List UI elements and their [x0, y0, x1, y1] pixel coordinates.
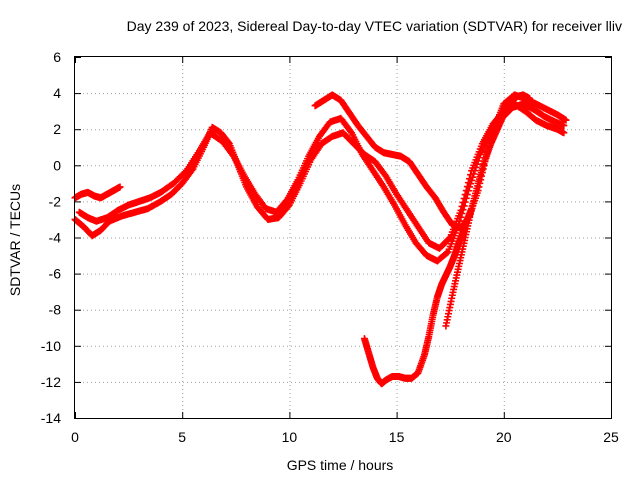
x-tick-label: 0 [71, 429, 79, 445]
data-point [456, 217, 464, 225]
ticks [75, 57, 612, 419]
data-point [116, 183, 124, 191]
y-tick-label: -4 [49, 230, 62, 246]
data-point [469, 173, 477, 181]
data-point [560, 122, 568, 130]
x-tick-label: 5 [178, 429, 186, 445]
data-point [475, 154, 483, 162]
y-tick-label: 6 [53, 49, 61, 65]
series-track-5 [442, 91, 534, 330]
series-track-2 [75, 100, 568, 265]
series-track-6 [71, 183, 124, 202]
data-series [71, 91, 570, 388]
data-point [562, 116, 570, 124]
y-tick-label: -12 [41, 374, 61, 390]
y-tick-label: -6 [49, 266, 62, 282]
y-tick-label: -10 [41, 338, 61, 354]
data-point [458, 209, 466, 217]
x-axis-label: GPS time / hours [287, 457, 394, 473]
data-point [463, 191, 471, 199]
data-point [464, 187, 472, 195]
x-tick-labels: 0 5 10 15 20 25 [71, 429, 619, 445]
data-point [347, 127, 355, 135]
data-point [473, 160, 481, 168]
y-tick-label: -2 [49, 193, 62, 209]
data-point [460, 202, 468, 210]
data-point [462, 194, 470, 202]
x-tick-label: 15 [389, 429, 405, 445]
series-track-4 [360, 205, 476, 388]
x-tick-label: 10 [282, 429, 298, 445]
y-axis-label: SDTVAR / TECUs [7, 184, 23, 296]
data-point [467, 180, 475, 188]
data-point [526, 95, 534, 103]
data-point [443, 249, 451, 257]
y-tick-label: 4 [53, 85, 61, 101]
y-tick-label: 0 [53, 157, 61, 173]
data-point [468, 176, 476, 184]
data-point [465, 183, 473, 191]
data-point [472, 163, 480, 171]
x-tick-label: 25 [603, 429, 619, 445]
data-point [474, 157, 482, 165]
y-tick-label: -14 [41, 410, 61, 426]
y-tick-label: 2 [53, 121, 61, 137]
data-point [471, 167, 479, 175]
y-tick-label: -8 [49, 302, 62, 318]
data-point [470, 170, 478, 178]
data-point [457, 213, 465, 221]
chart-title: Day 239 of 2023, Sidereal Day-to-day VTE… [127, 18, 622, 34]
x-tick-label: 20 [496, 429, 512, 445]
data-point [461, 198, 469, 206]
y-tick-labels: -14 -12 -10 -8 -6 -4 -2 0 2 4 6 [41, 49, 61, 426]
data-point [560, 129, 568, 137]
data-point [459, 206, 467, 214]
plot-frame [74, 56, 612, 419]
